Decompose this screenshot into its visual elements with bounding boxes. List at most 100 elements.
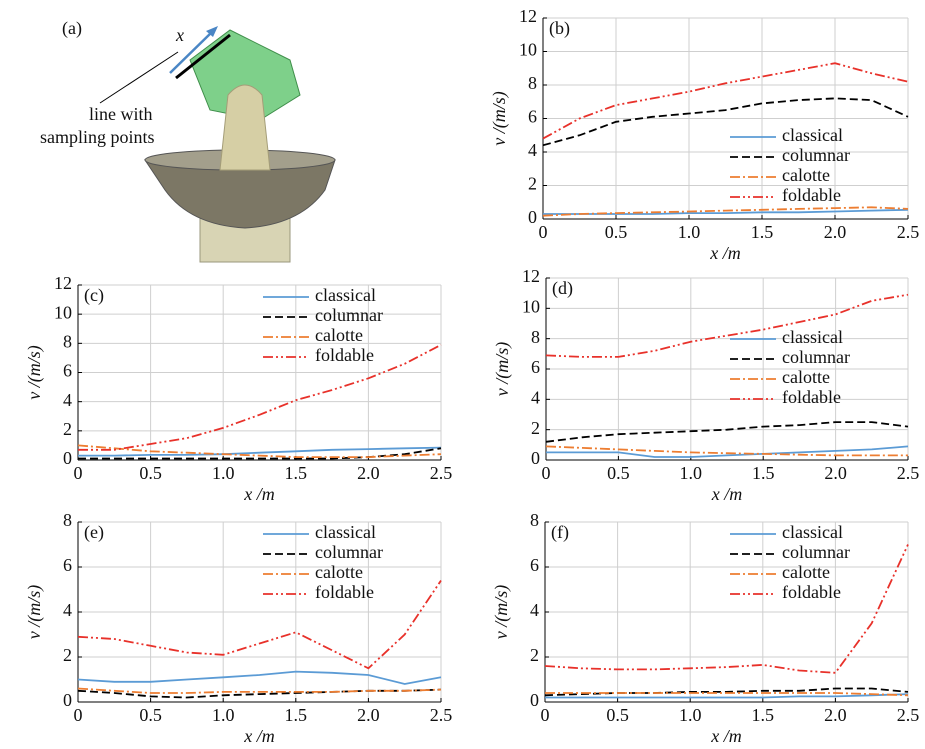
x-tick-label: 1.5	[285, 463, 308, 483]
x-axis-label: x /m	[243, 726, 275, 746]
legend-label: columnar	[315, 305, 383, 325]
pointer	[99, 51, 179, 104]
y-tick-label: 10	[519, 40, 537, 60]
y-tick-label: 2	[528, 174, 537, 194]
x-tick-label: 1.5	[752, 463, 775, 483]
y-tick-label: 12	[522, 266, 540, 286]
y-tick-label: 6	[528, 107, 537, 127]
series-line	[542, 62, 909, 140]
sampling-line	[175, 33, 231, 80]
y-tick-label: 0	[63, 448, 72, 468]
illustration: (a) x line with sampling points	[40, 18, 336, 263]
series-line	[544, 544, 909, 674]
series-line	[546, 445, 909, 458]
legend-label: classical	[315, 285, 376, 305]
x-tick-label: 1.0	[679, 705, 702, 725]
legend-label: foldable	[782, 185, 841, 205]
legend-label: foldable	[315, 582, 374, 602]
x-tick-label: 0	[74, 705, 83, 725]
legend-label: columnar	[782, 542, 850, 562]
legend-label: calotte	[782, 367, 830, 387]
y-axis-label: v /(m/s)	[489, 91, 510, 145]
x-arrow-head	[206, 26, 218, 37]
y-tick-label: 8	[63, 510, 72, 530]
series-line	[78, 344, 442, 451]
series-line	[77, 687, 442, 694]
series-line	[545, 445, 908, 457]
nozzle-stem	[219, 84, 271, 171]
x-arrow	[169, 29, 215, 74]
y-axis-label: v /(m/s)	[491, 585, 512, 639]
legend-label: columnar	[782, 347, 850, 367]
legend-label: classical	[782, 522, 843, 542]
x-tick-label: 2.0	[824, 222, 847, 242]
y-tick-label: 4	[528, 140, 537, 160]
basin	[144, 159, 336, 229]
x-tick-label: 1.0	[212, 705, 235, 725]
caption: sampling points	[40, 127, 155, 147]
y-axis-label: v /(m/s)	[24, 585, 45, 639]
y-axis-label: v /(m/s)	[492, 342, 513, 396]
y-tick-label: 0	[531, 448, 540, 468]
x-axis-label: x /m	[243, 484, 275, 504]
x-tick-label: 2.0	[357, 463, 380, 483]
x-tick-label: 2.0	[357, 705, 380, 725]
x-tick-label: 0.5	[606, 705, 629, 725]
legend-label: foldable	[315, 345, 374, 365]
y-tick-label: 12	[519, 6, 537, 26]
y-tick-label: 0	[63, 690, 72, 710]
y-tick-label: 8	[63, 331, 72, 351]
panel-label: (a)	[62, 18, 82, 39]
x-tick-label: 1.0	[678, 222, 701, 242]
y-tick-label: 10	[54, 302, 72, 322]
series-line	[77, 579, 442, 670]
x-tick-label: 1.5	[752, 705, 775, 725]
x-tick-label: 2.0	[824, 705, 847, 725]
x-tick-label: 2.5	[430, 463, 453, 483]
legend-label: foldable	[782, 387, 841, 407]
legend-label: classical	[315, 522, 376, 542]
x-tick-label: 2.5	[430, 705, 453, 725]
series-line	[545, 293, 909, 358]
x-tick-label: 0.5	[605, 222, 628, 242]
panel-label: (e)	[84, 522, 104, 543]
y-tick-label: 8	[531, 327, 540, 347]
series-line	[77, 670, 442, 685]
y-tick-label: 2	[530, 645, 539, 665]
x-tick-label: 0	[539, 222, 548, 242]
y-axis-label: v /(m/s)	[24, 345, 45, 399]
series-line	[545, 692, 909, 697]
x-tick-label: 0	[541, 705, 550, 725]
x-tick-label: 1.0	[212, 463, 235, 483]
series-line	[77, 444, 442, 458]
y-tick-label: 2	[63, 419, 72, 439]
x-axis-label: x /m	[710, 726, 742, 746]
axis-label: x	[175, 25, 184, 45]
x-tick-label: 1.0	[680, 463, 703, 483]
x-tick-label: 2.5	[897, 463, 920, 483]
panel-label: (c)	[84, 285, 104, 306]
x-tick-label: 2.5	[897, 222, 920, 242]
series-line	[542, 97, 909, 147]
panel-label: (f)	[551, 522, 569, 543]
legend-label: classical	[782, 327, 843, 347]
x-tick-label: 0	[542, 463, 551, 483]
panel-label: (b)	[549, 18, 570, 39]
x-tick-label: 0	[74, 463, 83, 483]
x-tick-label: 0.5	[607, 463, 630, 483]
legend-label: foldable	[782, 582, 841, 602]
x-axis-label: x /m	[711, 484, 743, 504]
x-tick-label: 0.5	[139, 705, 162, 725]
panel-label: (d)	[552, 278, 573, 299]
y-tick-label: 6	[530, 555, 539, 575]
legend-label: calotte	[315, 325, 363, 345]
nozzle-head	[189, 29, 301, 121]
y-tick-label: 4	[531, 387, 540, 407]
y-tick-label: 6	[531, 357, 540, 377]
legend-label: calotte	[315, 562, 363, 582]
legend-label: classical	[782, 125, 843, 145]
legend-label: columnar	[782, 145, 850, 165]
series-line	[545, 421, 909, 443]
caption: line with	[89, 104, 153, 124]
